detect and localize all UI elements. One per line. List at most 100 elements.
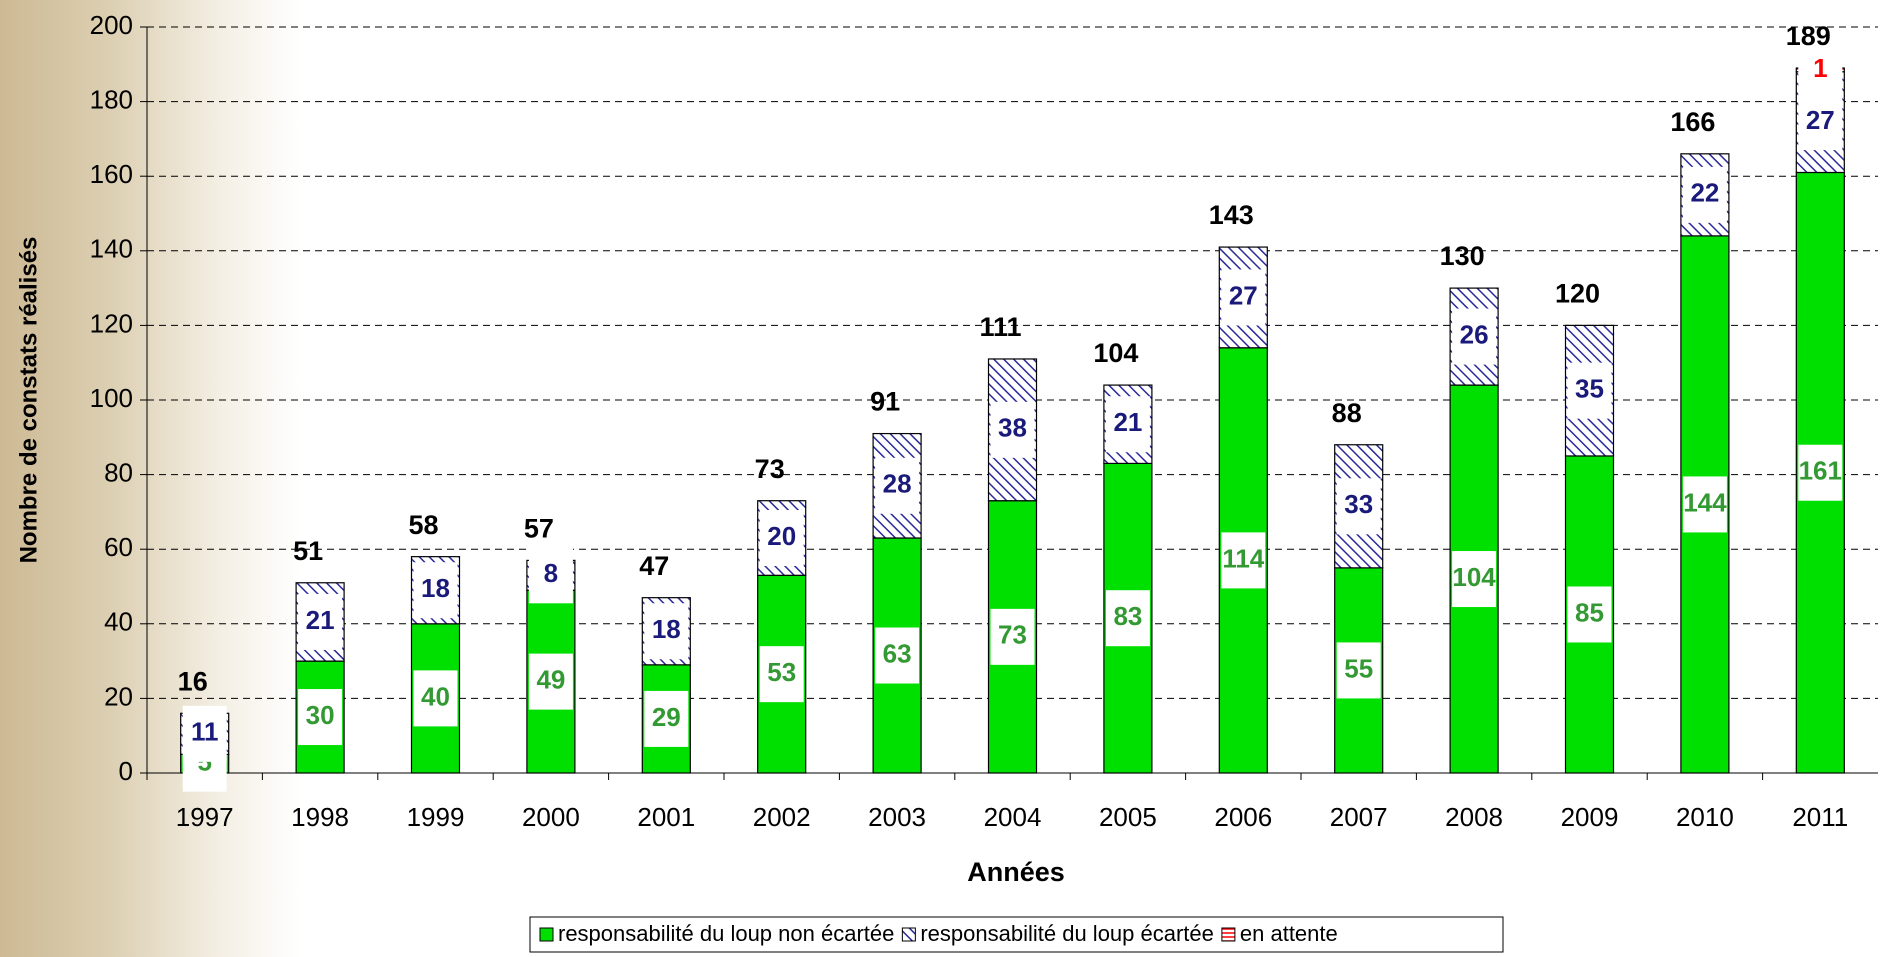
x-tick-label: 2002	[753, 802, 811, 832]
x-tick-label: 2004	[984, 802, 1042, 832]
value-label-bg	[875, 457, 920, 514]
value-label: 85	[1575, 597, 1604, 627]
total-label: 91	[870, 387, 900, 417]
total-label: 88	[1332, 398, 1362, 428]
value-label-bg	[413, 562, 458, 619]
value-label-bg	[1105, 396, 1150, 453]
value-label-bg	[1452, 551, 1497, 608]
x-tick-label: 2008	[1445, 802, 1503, 832]
value-label: 53	[767, 657, 796, 687]
x-tick-label: 2010	[1676, 802, 1734, 832]
value-label-bg	[1105, 590, 1150, 647]
x-tick-label: 1999	[407, 802, 465, 832]
value-label: 22	[1690, 178, 1719, 208]
total-label: 111	[979, 312, 1021, 342]
legend-swatch	[1221, 927, 1236, 942]
total-label: 166	[1670, 107, 1715, 137]
value-label-bg	[759, 646, 804, 703]
value-label: 18	[652, 614, 681, 644]
value-label-bg	[1798, 444, 1843, 501]
total-label: 57	[524, 514, 554, 544]
x-tick-label: 2006	[1214, 802, 1272, 832]
value-label: 20	[767, 521, 796, 551]
legend-label: responsabilité du loup écartée	[920, 921, 1214, 946]
legend-label: responsabilité du loup non écartée	[558, 921, 894, 946]
total-label: 120	[1555, 279, 1600, 309]
value-label: 28	[883, 469, 912, 499]
value-label: 21	[1113, 407, 1142, 437]
value-label-bg	[1682, 166, 1727, 223]
value-label: 26	[1460, 319, 1489, 349]
x-tick-label: 1997	[176, 802, 234, 832]
value-label: 144	[1683, 487, 1727, 517]
value-label: 55	[1344, 653, 1373, 683]
value-label-bg	[298, 689, 343, 746]
value-label: 8	[544, 558, 558, 588]
value-label-bg	[1567, 586, 1612, 643]
value-label: 104	[1452, 562, 1496, 592]
value-label: 63	[883, 638, 912, 668]
y-tick-label: 100	[90, 383, 133, 413]
total-label: 47	[639, 551, 669, 581]
value-label-bg	[1452, 308, 1497, 365]
value-label-bg	[1221, 269, 1266, 326]
value-label: 40	[421, 681, 450, 711]
value-label-bg	[298, 593, 343, 650]
total-label: 58	[408, 510, 438, 540]
value-label: 49	[536, 664, 565, 694]
value-label: 27	[1229, 280, 1258, 310]
x-tick-label: 2009	[1561, 802, 1619, 832]
value-label-bg	[644, 690, 689, 747]
y-tick-label: 40	[104, 607, 133, 637]
x-tick-label: 2011	[1792, 802, 1848, 832]
total-label: 16	[178, 666, 208, 696]
value-label-bg	[644, 603, 689, 660]
value-label: 18	[421, 573, 450, 603]
y-tick-label: 140	[90, 234, 133, 264]
value-label: 11	[191, 717, 219, 747]
value-label-bg	[875, 627, 920, 684]
y-axis-title: Nombre de constats réalisés	[15, 237, 42, 564]
x-tick-label: 2001	[637, 802, 695, 832]
value-label: 1	[1813, 53, 1827, 83]
value-label: 21	[306, 605, 335, 635]
legend-swatch	[539, 927, 554, 942]
value-label-bg	[182, 705, 227, 762]
y-tick-label: 0	[119, 756, 133, 786]
value-label-bg	[990, 401, 1035, 458]
total-label: 104	[1093, 338, 1138, 368]
x-tick-label: 2007	[1330, 802, 1388, 832]
y-tick-label: 60	[104, 532, 133, 562]
total-label: 143	[1209, 200, 1254, 230]
y-tick-label: 160	[90, 159, 133, 189]
total-label: 73	[755, 454, 785, 484]
value-label: 33	[1344, 489, 1373, 519]
value-label-bg	[528, 653, 573, 710]
y-tick-label: 20	[104, 681, 133, 711]
value-label: 35	[1575, 374, 1604, 404]
legend-swatch	[901, 927, 916, 942]
x-tick-label: 2003	[868, 802, 926, 832]
value-label: 114	[1222, 543, 1264, 573]
x-axis-title: Années	[967, 857, 1065, 887]
value-label-bg	[1682, 476, 1727, 533]
value-label-bg	[1567, 362, 1612, 419]
x-tick-label: 1998	[291, 802, 349, 832]
value-label-bg	[990, 608, 1035, 665]
y-tick-label: 120	[90, 308, 133, 338]
value-label: 30	[306, 700, 335, 730]
total-label: 189	[1786, 21, 1831, 51]
value-label: 29	[652, 702, 681, 732]
value-label-bg	[1336, 478, 1381, 535]
value-label-bg	[759, 510, 804, 567]
x-tick-label: 2000	[522, 802, 580, 832]
total-label: 130	[1440, 241, 1485, 271]
value-label-bg	[1798, 94, 1843, 151]
value-label: 73	[998, 620, 1027, 650]
value-label-bg	[413, 670, 458, 727]
y-tick-label: 180	[90, 84, 133, 114]
value-label-bg	[1221, 532, 1266, 589]
value-label: 27	[1806, 105, 1835, 135]
